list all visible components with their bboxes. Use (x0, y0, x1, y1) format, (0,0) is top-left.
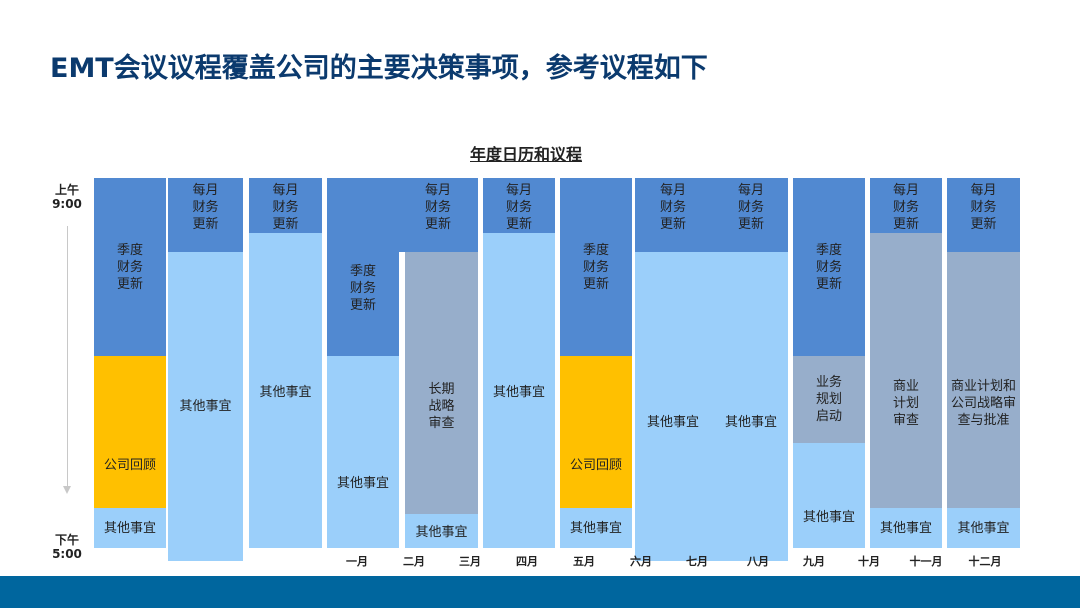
block-label: 其他事宜 (336, 475, 389, 491)
start-time-period: 上午 (54, 183, 79, 197)
month-label-jun: 六月 (630, 555, 652, 568)
month-label-oct: 十月 (858, 555, 880, 568)
other-matters-block: 其他事宜 (249, 233, 322, 548)
block-label: 其他事宜 (725, 415, 778, 430)
block-label: 季度 财务 更新 (116, 242, 143, 292)
end-time-period: 下午 (54, 533, 79, 547)
block-label: 季度 财务 更新 (349, 263, 376, 313)
start-time-value: 9:00 (52, 197, 82, 211)
month-label-may: 五月 (573, 555, 595, 568)
monthly-update-block: 每月 财务 更新 每月 财务 更新 (635, 178, 788, 252)
long-term-strategy-block: 长期 战略 审查 (405, 252, 478, 514)
block-label: 其他事宜 (103, 520, 156, 536)
monthly-update-block: 每月 财务 更新 (168, 178, 243, 252)
month-label-sep: 九月 (803, 555, 825, 568)
other-matters-block: 其他事宜 (168, 252, 243, 561)
block-label: 其他事宜 (647, 415, 700, 430)
block-label: 其他事宜 (415, 524, 468, 540)
quarterly-update-block: 季度 财务 更新 (94, 178, 166, 356)
block-label: 每月 财务 更新 (892, 183, 919, 232)
month-label-jul: 七月 (686, 555, 708, 568)
month-label-nov: 十一月 (909, 555, 943, 568)
block-label: 商业计划和 公司战略审 查与批准 (950, 378, 1016, 428)
monthly-update-block: 每月 财务 更新 (870, 178, 942, 233)
other-matters-block: 其他事宜 (947, 508, 1020, 548)
other-matters-block: 其他事宜 (94, 508, 166, 548)
block-label: 业务 规划 启动 (815, 375, 842, 424)
month-label-apr: 四月 (516, 555, 538, 568)
footer-bar (0, 576, 1080, 608)
end-time-label: 下午 5:00 (49, 533, 85, 561)
monthly-update-block: 每月 财务 更新 (327, 178, 478, 252)
other-matters-block: 其他事宜 (483, 233, 555, 548)
end-time-value: 5:00 (52, 547, 82, 561)
block-label: 商业 计划 审查 (892, 379, 919, 428)
block-label: 长期 战略 审查 (428, 381, 455, 431)
other-matters-block: 其他事宜 (327, 356, 399, 548)
block-label: 其他事宜 (802, 510, 855, 525)
company-review-block: 公司回顾 (94, 356, 166, 508)
month-label-aug: 八月 (747, 555, 769, 568)
other-matters-block: 其他事宜 (405, 514, 478, 548)
block-label: 每月 财务 更新 (425, 183, 452, 232)
block-label: 每月 财务 更新 (192, 183, 219, 232)
business-planning-start-block: 业务 规划 启动 (793, 356, 865, 443)
quarterly-update-block: 季度 财务 更新 (327, 252, 399, 356)
other-matters-block: 其他事宜 (870, 508, 942, 548)
block-label: 每月 财务 更新 (505, 183, 532, 232)
plan-and-strategy-approval-block: 商业计划和 公司战略审 查与批准 (947, 252, 1020, 508)
block-label: 其他事宜 (957, 520, 1010, 536)
block-label: 季度 财务 更新 (582, 242, 609, 292)
company-review-block: 公司回顾 (560, 356, 632, 508)
block-label: 每月 财务 更新 (970, 183, 997, 232)
month-label-mar: 三月 (459, 555, 481, 568)
start-time-label: 上午 9:00 (49, 183, 85, 211)
calendar-subtitle: 年度日历和议程 (470, 145, 583, 164)
arrow-down-icon (63, 486, 71, 494)
monthly-update-block: 每月 财务 更新 (249, 178, 322, 233)
other-matters-block: 其他事宜 (560, 508, 632, 548)
block-label: 每月 财务 更新 (272, 183, 299, 232)
other-matters-block: 其他事宜 (793, 443, 865, 548)
block-label: 其他事宜 (259, 385, 312, 400)
month-label-jan: 一月 (346, 555, 368, 568)
block-label: 公司回顾 (569, 457, 622, 473)
monthly-update-block: 每月 财务 更新 (947, 178, 1020, 252)
monthly-update-block: 每月 财务 更新 (483, 178, 555, 233)
quarterly-update-block: 季度 财务 更新 (560, 178, 632, 356)
block-label: 每月 财务 更新 (738, 183, 765, 232)
block-label: 其他事宜 (569, 520, 622, 536)
page-title: EMT会议议程覆盖公司的主要决策事项，参考议程如下 (50, 53, 708, 84)
block-label: 每月 财务 更新 (660, 183, 687, 232)
month-label-feb: 二月 (403, 555, 425, 568)
time-axis-line (67, 226, 68, 490)
block-label: 其他事宜 (492, 385, 545, 400)
quarterly-update-block: 季度 财务 更新 (793, 178, 865, 356)
month-label-dec: 十二月 (968, 555, 1002, 568)
block-label: 其他事宜 (179, 399, 232, 414)
other-matters-block: 其他事宜 其他事宜 (635, 252, 788, 561)
business-plan-review-block: 商业 计划 审查 (870, 233, 942, 508)
block-label: 公司回顾 (103, 457, 156, 473)
block-label: 其他事宜 (879, 520, 932, 536)
block-label: 季度 财务 更新 (815, 242, 842, 292)
